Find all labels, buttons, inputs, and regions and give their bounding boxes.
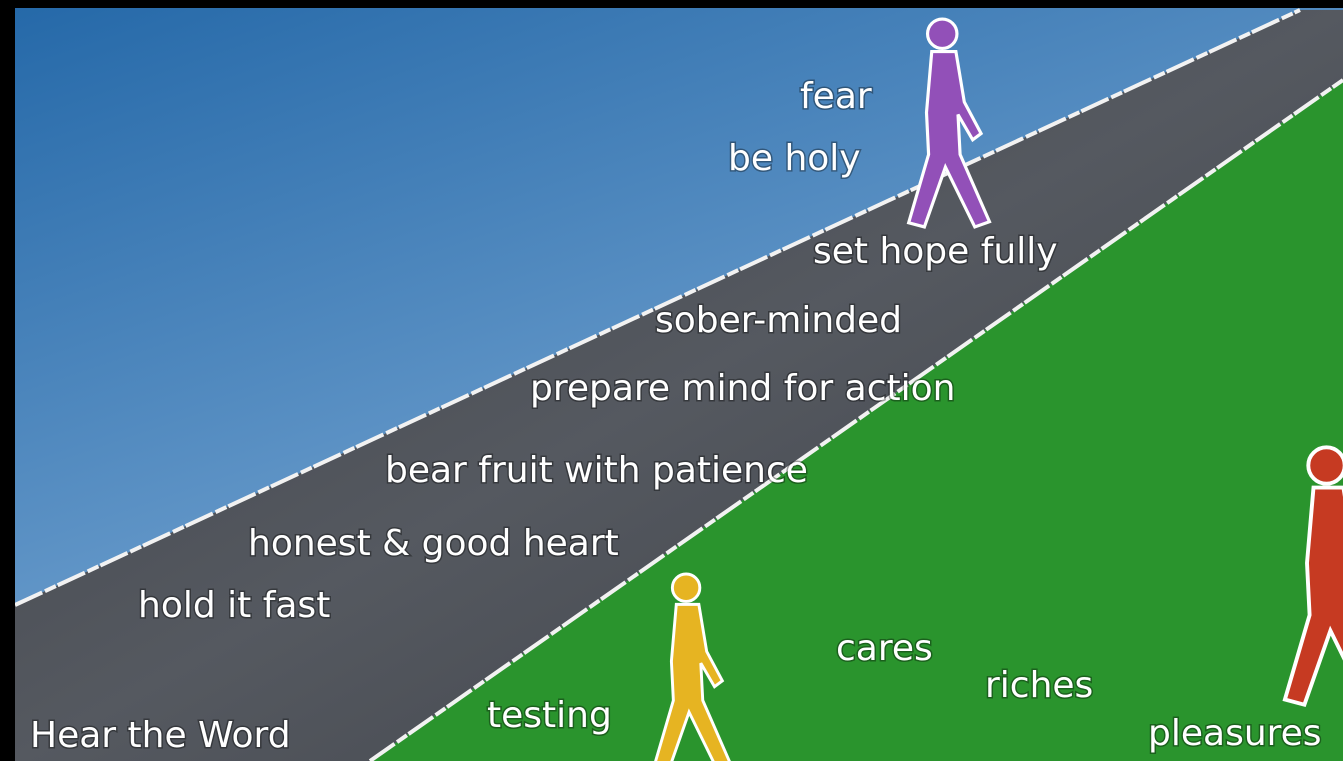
road-label: hold it fast (138, 585, 330, 626)
road-label: fear (800, 76, 872, 117)
road-label: set hope fully (813, 231, 1058, 272)
road-label: sober-minded (655, 300, 902, 341)
field-label: pleasures (1148, 713, 1322, 754)
slide: Hear the Word hold it fast honest & good… (0, 0, 1343, 761)
start-label: Hear the Word (30, 715, 291, 756)
border (0, 0, 15, 761)
road-label: be holy (728, 138, 861, 179)
border (0, 0, 1343, 8)
road-label: prepare mind for action (530, 368, 955, 409)
road-label: bear fruit with patience (385, 450, 808, 491)
page: Hear the Word hold it fast honest & good… (0, 0, 1343, 761)
field-label: riches (985, 665, 1093, 706)
field-label: cares (836, 628, 933, 669)
road-label: honest & good heart (248, 523, 619, 564)
field-label: testing (487, 695, 612, 736)
